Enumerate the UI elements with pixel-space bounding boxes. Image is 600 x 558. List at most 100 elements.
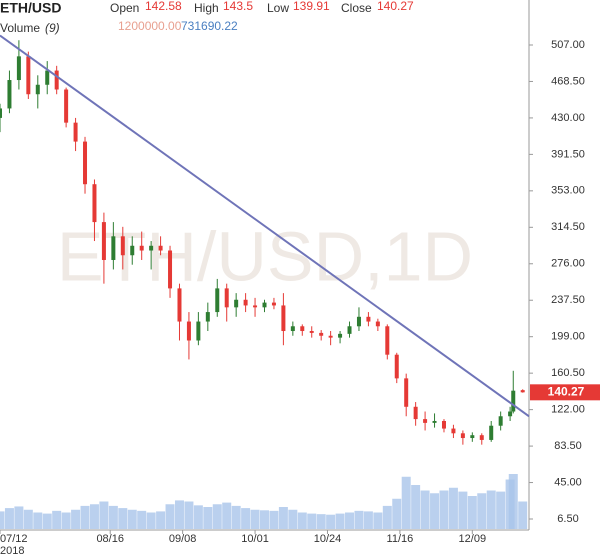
volume-bar: [61, 512, 71, 529]
volume-bar: [335, 513, 345, 529]
candle-body: [520, 390, 525, 393]
volume-bar: [307, 513, 317, 529]
volume-bar: [99, 501, 109, 529]
candle-body: [470, 435, 475, 439]
price-tag-label: 140.27: [548, 384, 585, 398]
candle-body: [441, 420, 446, 429]
candle-body: [26, 56, 31, 95]
candle-body: [120, 236, 125, 256]
volume-bar: [260, 510, 269, 529]
candle-body: [0, 108, 2, 118]
y-tick-label: 507.00: [551, 39, 585, 51]
candle-body: [101, 222, 106, 260]
candle-body: [54, 70, 59, 90]
volume-bar: [42, 513, 52, 529]
candle-body: [158, 245, 163, 251]
volume-bar: [241, 508, 251, 529]
candle-body: [215, 288, 220, 313]
candle-body: [243, 299, 248, 306]
candle-body: [356, 316, 361, 327]
volume-bar: [0, 511, 5, 529]
year-label: 2018: [0, 545, 24, 557]
chart-title: ETH/USD: [0, 0, 61, 16]
y-tick-label: 314.50: [551, 221, 585, 233]
volume-bar: [363, 511, 373, 529]
candle-body: [479, 435, 484, 440]
volume-bar: [203, 507, 213, 529]
x-tick-label: 07/12: [0, 533, 28, 545]
y-tick-label: 430.00: [551, 112, 585, 124]
volume-bar: [345, 512, 355, 529]
candle-body: [271, 302, 276, 306]
volume-bar: [508, 474, 518, 529]
volume-bar: [401, 476, 411, 529]
candle-body: [253, 305, 258, 308]
ohlc-label: Open: [110, 1, 139, 15]
volume-bar: [373, 512, 383, 529]
candle-body: [498, 416, 503, 426]
candle-body: [281, 305, 286, 332]
y-tick-label: 6.50: [557, 513, 578, 525]
candle-body: [413, 406, 418, 420]
candle-body: [347, 326, 352, 334]
x-tick-label: 08/16: [96, 533, 124, 545]
volume-bar: [326, 514, 336, 529]
volume-bar: [108, 505, 118, 529]
volume-param: (9): [45, 21, 60, 35]
volume-bar: [231, 505, 241, 529]
candle-body: [234, 299, 239, 308]
y-tick-label: 353.00: [551, 185, 585, 197]
candle-body: [177, 288, 182, 322]
y-tick-label: 468.50: [551, 75, 585, 87]
volume-bar: [156, 511, 166, 529]
volume-value: 731690.22: [181, 19, 238, 33]
volume-bar: [448, 487, 458, 529]
candle-body: [83, 141, 88, 185]
volume-bar: [439, 490, 449, 529]
volume-bar: [278, 507, 288, 529]
volume-bar: [71, 509, 81, 529]
ohlc-value: 143.5: [223, 0, 253, 13]
candle-body: [309, 331, 314, 333]
ohlc-label: Low: [267, 1, 289, 15]
volume-bar: [165, 504, 175, 529]
volume-bar: [174, 500, 184, 529]
volume-bar: [467, 496, 477, 529]
x-tick-label: 11/16: [387, 533, 414, 545]
candle-body: [300, 326, 305, 332]
volume-label: Volume: [0, 21, 40, 35]
ohlc-value: 142.58: [145, 0, 182, 13]
candle-body: [460, 433, 465, 439]
candle-body: [489, 425, 494, 440]
candle-body: [7, 80, 12, 109]
volume-bar: [193, 505, 203, 529]
volume-bar: [137, 510, 147, 529]
candle-body: [366, 316, 371, 322]
volume-bar: [80, 505, 90, 529]
volume-bar: [486, 490, 496, 529]
x-tick-label: 10/01: [241, 533, 269, 545]
ohlc-value: 140.27: [377, 0, 414, 13]
candle-body: [64, 89, 69, 123]
candle-body: [375, 321, 380, 327]
candle-body: [423, 419, 428, 423]
candle-body: [168, 250, 173, 289]
candle-body: [35, 84, 40, 95]
y-tick-label: 83.50: [554, 440, 582, 452]
volume-bar: [52, 510, 62, 529]
volume-bar: [250, 509, 260, 529]
candle-body: [224, 288, 229, 308]
volume-bar: [411, 485, 421, 529]
candle-body: [385, 326, 390, 355]
volume-bar: [118, 508, 128, 529]
candle-body: [92, 184, 97, 223]
volume-bar: [127, 509, 137, 529]
candle-body: [328, 335, 333, 338]
y-tick-label: 237.50: [551, 294, 585, 306]
volume-bar: [392, 498, 402, 529]
candle-body: [205, 312, 210, 322]
y-tick-label: 199.00: [551, 331, 585, 343]
volume-bar: [496, 491, 506, 529]
volume-bar: [269, 510, 279, 529]
